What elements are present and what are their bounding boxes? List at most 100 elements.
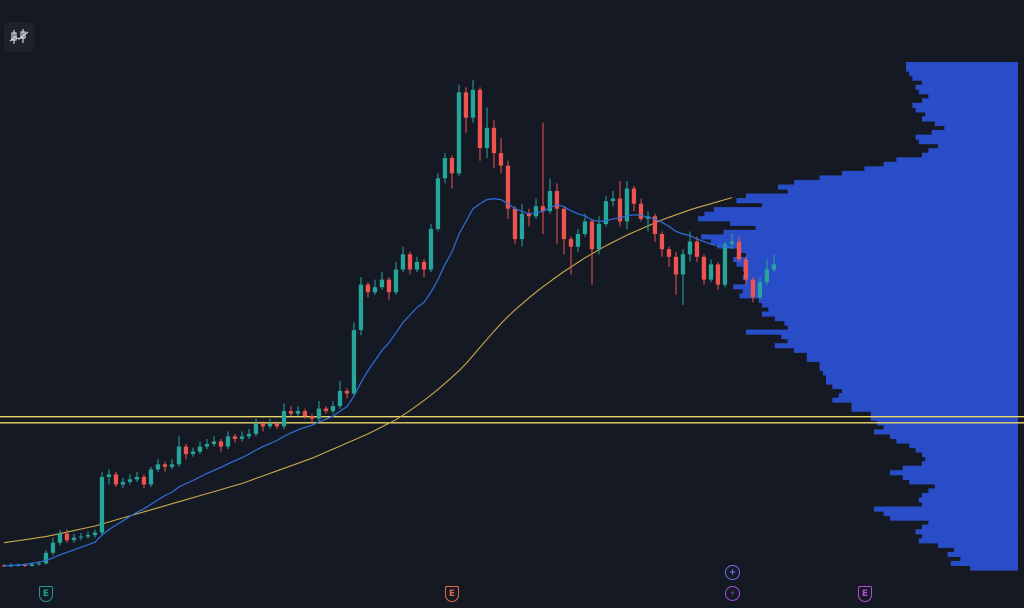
volume-profile-bin xyxy=(915,107,1018,113)
candle xyxy=(85,531,91,539)
volume-profile-bin xyxy=(928,488,1018,494)
volume-profile-bin xyxy=(723,229,1018,235)
candle xyxy=(43,550,49,565)
moving-average-short xyxy=(4,197,733,567)
candle xyxy=(386,277,392,300)
volume-profile-bin xyxy=(781,334,1018,340)
indicator-toggle-button[interactable] xyxy=(4,22,34,52)
candle-body xyxy=(533,206,539,217)
candle xyxy=(141,474,147,489)
volume-profile-bin xyxy=(746,329,1018,335)
volume-profile-bin xyxy=(774,343,1018,349)
candle-body xyxy=(743,259,749,280)
volume-profile-bin xyxy=(922,452,1018,458)
plus-circle-icon[interactable]: + xyxy=(725,565,740,580)
candle xyxy=(456,84,462,176)
volume-profile-bin xyxy=(947,551,1018,557)
candle xyxy=(764,259,770,285)
volume-profile-bin xyxy=(742,266,1018,272)
volume-profile-bin xyxy=(922,116,1018,122)
volume-profile-bin xyxy=(736,198,1018,204)
candle xyxy=(428,223,434,272)
candle-body xyxy=(491,127,497,154)
volume-profile-bin xyxy=(739,248,1018,254)
candle-body xyxy=(750,279,756,298)
candle-body xyxy=(183,446,189,455)
earnings-marker[interactable]: E xyxy=(39,586,53,602)
volume-profile-bin xyxy=(890,515,1018,521)
candle-body xyxy=(407,254,413,270)
earnings-marker[interactable]: E xyxy=(445,586,459,602)
volume-profile-bin xyxy=(915,84,1018,90)
candle-body xyxy=(526,213,532,217)
volume-profile-bin xyxy=(909,71,1018,77)
volume-profile-bin xyxy=(896,157,1018,163)
volume-profile-bin xyxy=(928,148,1018,154)
candle-body xyxy=(386,279,392,293)
candle-body xyxy=(232,436,238,439)
candle-body xyxy=(218,441,224,447)
candle-body xyxy=(484,127,490,148)
candle xyxy=(288,406,294,417)
volume-profile-bin xyxy=(787,325,1018,331)
candle xyxy=(176,436,182,467)
volume-profile-bin xyxy=(928,520,1018,526)
volume-profile-bin xyxy=(944,125,1018,131)
candle xyxy=(400,246,406,272)
volume-profile-bin xyxy=(739,293,1018,299)
candle xyxy=(155,459,161,472)
candle xyxy=(484,107,490,159)
candle xyxy=(505,160,511,219)
candle-body xyxy=(344,390,350,394)
candles xyxy=(1,79,777,567)
candle xyxy=(57,530,63,546)
candle-body xyxy=(519,213,525,240)
volume-profile-bin xyxy=(742,288,1018,294)
candle-body xyxy=(694,241,700,257)
candle-body xyxy=(554,191,560,209)
volume-profile-bin xyxy=(912,75,1018,81)
volume-profile-bin xyxy=(922,98,1018,104)
candle xyxy=(169,459,175,470)
earnings-marker[interactable]: E xyxy=(858,586,872,602)
candle-body xyxy=(127,479,133,482)
candle-body xyxy=(589,221,595,250)
volume-profile-bin xyxy=(902,474,1018,480)
volume-profile-bin xyxy=(922,533,1018,539)
candle xyxy=(113,471,119,487)
candle xyxy=(344,388,350,399)
candle xyxy=(729,234,735,250)
candle xyxy=(610,191,616,207)
volume-profile-bin xyxy=(909,479,1018,485)
candle xyxy=(470,79,476,123)
candle-body xyxy=(757,282,763,298)
volume-profile-bin xyxy=(794,347,1018,353)
volume-profile-bin xyxy=(832,384,1018,390)
candle xyxy=(267,418,273,429)
volume-profile-bin xyxy=(890,470,1018,476)
volume-profile-bin xyxy=(918,538,1018,544)
candle-body xyxy=(162,464,168,467)
candle xyxy=(323,406,329,414)
candle xyxy=(582,213,588,237)
candle-body xyxy=(687,241,693,255)
volume-profile-bin xyxy=(918,497,1018,503)
candle xyxy=(379,272,385,290)
candle-body xyxy=(449,158,455,174)
candle-body xyxy=(120,482,126,485)
volume-profile-bin xyxy=(704,211,1018,217)
candle xyxy=(680,249,686,305)
candle xyxy=(694,236,700,262)
candle xyxy=(253,418,259,437)
candle-body xyxy=(666,249,672,257)
volume-profile-bin xyxy=(701,234,1018,240)
lightning-circle-icon[interactable]: ⚡ xyxy=(725,586,740,601)
candle-body xyxy=(673,256,679,275)
candle xyxy=(351,322,357,396)
candle xyxy=(589,218,595,285)
volume-profile-bin xyxy=(822,370,1018,376)
candle-body xyxy=(169,464,175,467)
candle-body xyxy=(351,330,357,394)
candle xyxy=(638,198,644,222)
